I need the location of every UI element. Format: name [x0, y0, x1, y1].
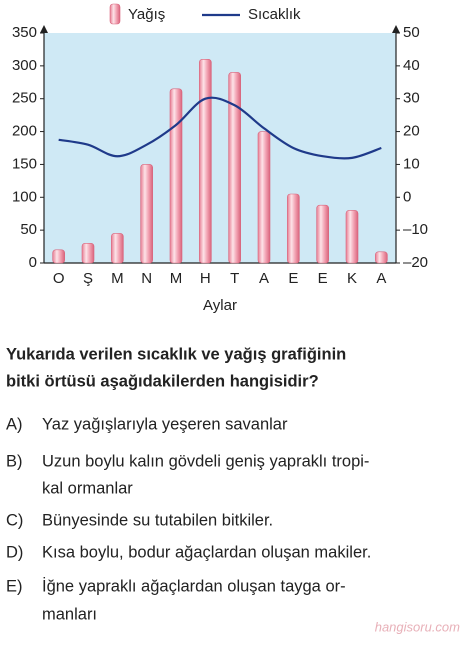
- question-text: bitki örtüsü aşağıdakilerden hangisidir?: [6, 372, 319, 390]
- y-tick-label: 100: [12, 188, 37, 205]
- y2-tick-label: 40: [403, 57, 420, 74]
- legend-label: Sıcaklık: [248, 6, 301, 23]
- y-tick-label: 300: [12, 57, 37, 74]
- y-tick-label: 350: [12, 24, 37, 41]
- option-text: Kısa boylu, bodur ağaçlardan oluşan maki…: [42, 543, 371, 561]
- bar: [81, 242, 95, 264]
- option-text: Uzun boylu kalın gövdeli geniş yapraklı …: [42, 452, 369, 470]
- plot-area: [44, 33, 396, 263]
- option-letter: A): [6, 415, 23, 433]
- bar: [111, 233, 124, 264]
- watermark: hangisoru.com: [375, 619, 460, 634]
- bar: [316, 204, 329, 264]
- x-tick-label: T: [230, 270, 239, 287]
- bar: [199, 58, 212, 264]
- option-text: İğne yapraklı ağaçlardan oluşan tayga or…: [42, 576, 346, 595]
- x-tick-label: Ş: [83, 270, 93, 287]
- legend-swatch: [109, 3, 121, 25]
- y2-tick-label: 20: [403, 123, 420, 140]
- temperature-line: [58, 96, 382, 160]
- bar: [140, 164, 153, 264]
- x-tick-label: O: [53, 270, 65, 287]
- y2-tick-label: 10: [403, 155, 420, 172]
- bar: [345, 210, 359, 264]
- y-tick-label: 50: [20, 221, 37, 238]
- option-letter: B): [6, 452, 23, 470]
- y2-tick-label: –20: [403, 254, 428, 271]
- legend-label: Yağış: [128, 6, 165, 23]
- y2-tick-label: 30: [403, 90, 420, 107]
- x-tick-label: A: [259, 270, 269, 287]
- x-tick-label: E: [288, 270, 298, 287]
- x-axis-label: Aylar: [203, 297, 237, 314]
- x-tick-label: M: [111, 270, 124, 287]
- option-letter: C): [6, 511, 23, 529]
- bar: [228, 72, 241, 264]
- option-text: Bünyesinde su tutabilen bitkiler.: [42, 511, 273, 529]
- option-text: manları: [42, 605, 97, 623]
- y2-tick-label: 0: [403, 188, 411, 205]
- option-text: kal ormanlar: [42, 479, 133, 497]
- y2-arrow: [392, 25, 400, 33]
- option-text: Yaz yağışlarıyla yeşeren savanlar: [42, 415, 288, 433]
- y2-tick-label: 50: [403, 24, 420, 41]
- x-tick-label: N: [141, 270, 152, 287]
- x-tick-label: M: [170, 270, 183, 287]
- x-tick-label: K: [347, 270, 357, 287]
- bar: [257, 131, 271, 264]
- option-letter: D): [6, 543, 23, 561]
- bar: [52, 249, 65, 264]
- y-tick-label: 0: [29, 254, 37, 271]
- bar: [169, 88, 183, 264]
- y-tick-label: 250: [12, 90, 37, 107]
- x-tick-label: H: [200, 270, 211, 287]
- y-tick-label: 200: [12, 123, 37, 140]
- question-text: Yukarıda verilen sıcaklık ve yağış grafi…: [6, 345, 346, 363]
- bar: [375, 251, 388, 264]
- y-arrow: [40, 25, 48, 33]
- y2-tick-label: –10: [403, 221, 428, 238]
- option-letter: E): [6, 577, 23, 595]
- x-tick-label: E: [318, 270, 328, 287]
- y-tick-label: 150: [12, 155, 37, 172]
- x-tick-label: A: [376, 270, 386, 287]
- bar: [287, 193, 300, 264]
